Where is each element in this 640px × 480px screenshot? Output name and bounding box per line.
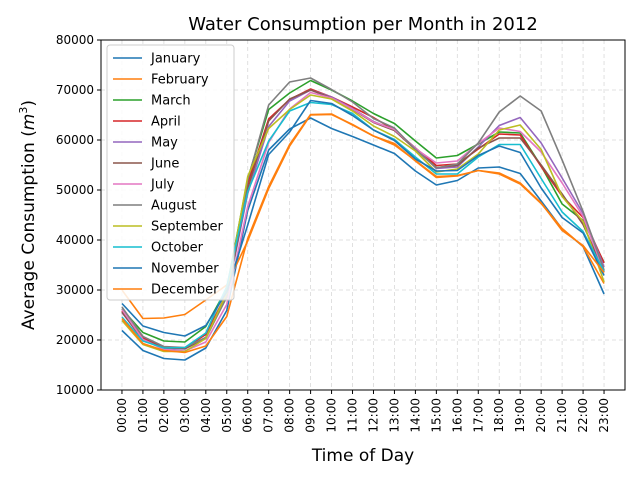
x-tick-label: 10:00 <box>325 398 339 433</box>
series-line-august <box>121 77 605 349</box>
x-tick-label: 02:00 <box>157 398 171 433</box>
legend-label: May <box>151 136 178 151</box>
y-axis-label-unit: m <box>19 114 39 131</box>
x-tick-label: 13:00 <box>387 398 401 433</box>
y-axis-label-close: ) <box>19 100 39 107</box>
series-line-january <box>121 117 605 361</box>
x-tick-label: 06:00 <box>241 398 255 433</box>
x-tick-label: 17:00 <box>471 398 485 433</box>
x-tick-label: 23:00 <box>597 398 611 433</box>
legend-label: January <box>150 52 201 67</box>
y-tick-label: 80000 <box>56 33 94 47</box>
series-line-july <box>121 91 605 352</box>
y-tick-label: 60000 <box>56 133 94 147</box>
x-tick-label: 03:00 <box>178 398 192 433</box>
legend-box <box>106 44 235 301</box>
y-tick-label: 20000 <box>56 333 94 347</box>
x-tick-label: 14:00 <box>408 398 422 433</box>
plot-frame <box>100 39 626 391</box>
x-axis-ticks: 00:00 01:00 02:00 03:00 04:00 05:00 06:00 07:00… <box>115 390 611 433</box>
x-tick-label: 04:00 <box>199 398 213 433</box>
x-tick-label: 01:00 <box>136 398 150 433</box>
x-tick-label: 22:00 <box>576 398 590 433</box>
legend-label: June <box>150 157 179 172</box>
y-tick-label: 50000 <box>56 183 94 197</box>
x-tick-label: 07:00 <box>262 398 276 433</box>
series-line-september <box>121 94 605 353</box>
legend-label: March <box>151 94 191 109</box>
legend-label: July <box>150 178 175 193</box>
legend-label: February <box>151 73 209 88</box>
series-lines <box>121 77 605 361</box>
series-line-october <box>121 101 605 349</box>
x-tick-label: 08:00 <box>283 398 297 433</box>
legend-label: September <box>151 220 224 235</box>
x-tick-label: 15:00 <box>429 398 443 433</box>
series-line-december <box>121 113 605 354</box>
x-tick-label: 11:00 <box>346 398 360 433</box>
legend-label: November <box>151 262 219 277</box>
x-tick-label: 16:00 <box>450 398 464 433</box>
series-line-april <box>121 88 605 349</box>
y-axis-label-text: Average Consumption ( <box>19 130 39 330</box>
y-tick-label: 30000 <box>56 283 94 297</box>
x-tick-label: 21:00 <box>555 398 569 433</box>
y-tick-label: 10000 <box>56 383 94 397</box>
series-line-november <box>121 99 605 337</box>
x-tick-label: 00:00 <box>115 398 129 433</box>
legend-label: April <box>151 115 181 130</box>
legend-label: October <box>151 241 204 256</box>
x-axis-label: Time of Day <box>311 446 414 466</box>
x-tick-label: 05:00 <box>220 398 234 433</box>
chart-title: Water Consumption per Month in 2012 <box>188 14 538 35</box>
y-axis-label: Average Consumption (m3) <box>17 100 39 330</box>
series-line-march <box>121 79 605 343</box>
legend: January February March April May June July Augu… <box>106 44 235 301</box>
legend-label: December <box>151 283 219 298</box>
x-tick-label: 20:00 <box>534 398 548 433</box>
legend-label: August <box>151 199 197 214</box>
x-tick-label: 19:00 <box>513 398 527 433</box>
x-tick-label: 09:00 <box>304 398 318 433</box>
x-tick-label: 12:00 <box>366 398 380 433</box>
x-tick-label: 18:00 <box>492 398 506 433</box>
y-tick-label: 40000 <box>56 233 94 247</box>
y-axis-label-exponent: 3 <box>17 107 30 114</box>
y-axis-ticks: 10000 20000 30000 40000 50000 60000 70000 80000 <box>56 33 101 397</box>
y-tick-label: 70000 <box>56 83 94 97</box>
